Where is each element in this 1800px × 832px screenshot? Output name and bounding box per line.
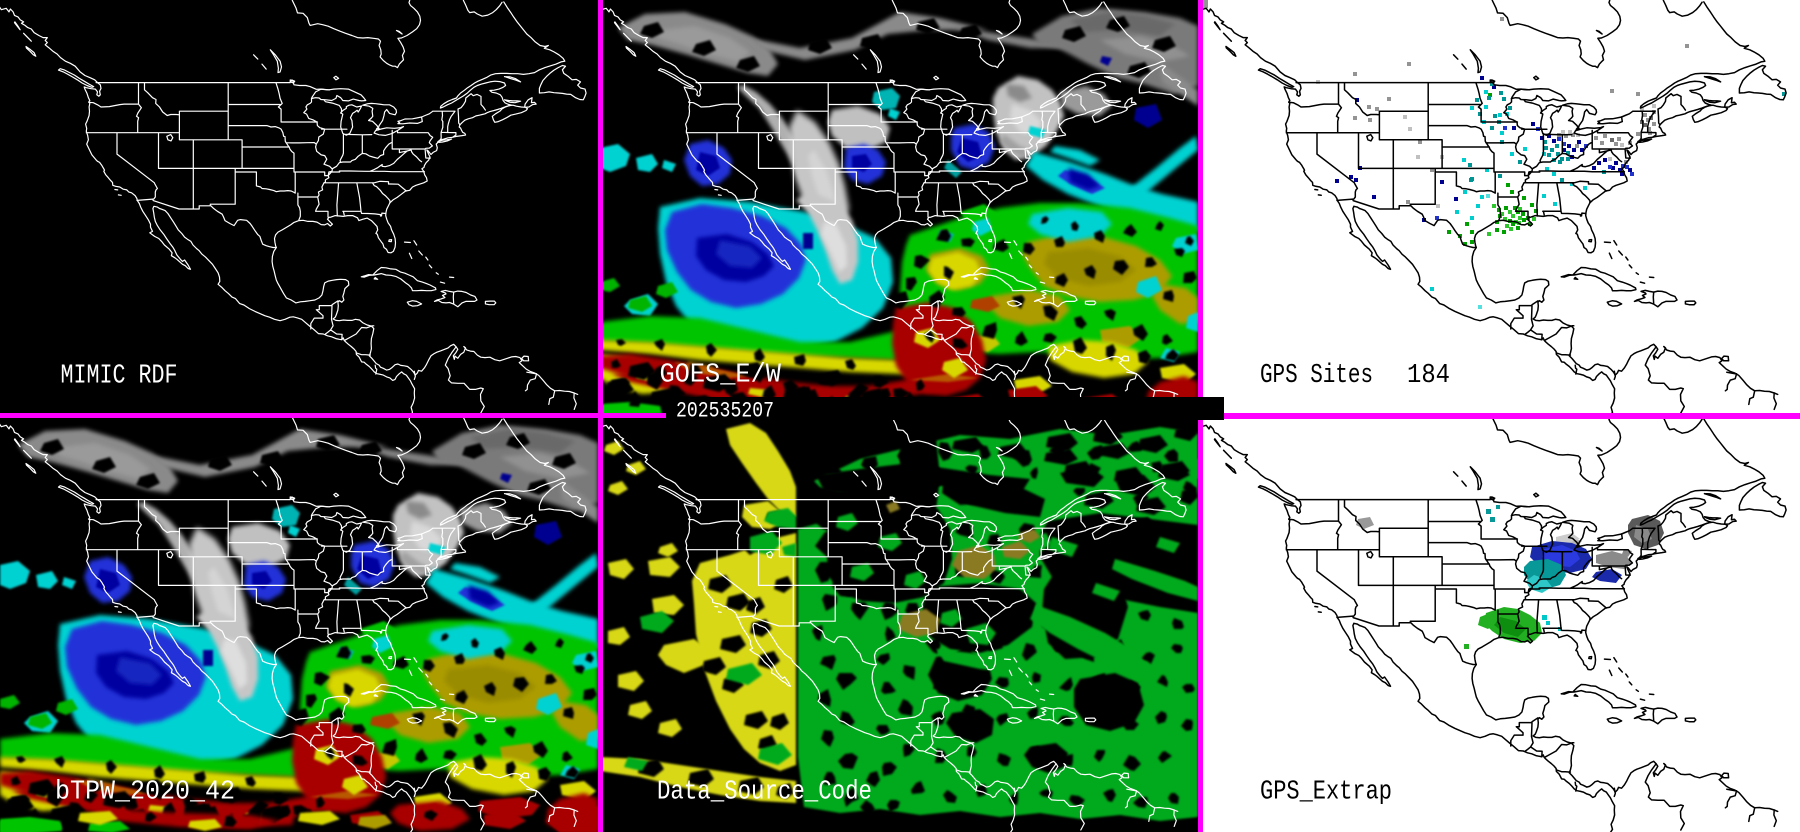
svg-text:GOES_E/W: GOES_E/W [660, 360, 782, 390]
svg-text:GPS_Extrap: GPS_Extrap [1260, 777, 1392, 807]
svg-text:Data_Source_Code: Data_Source_Code [657, 777, 872, 807]
svg-text:bTPW_2020_42: bTPW_2020_42 [55, 777, 235, 807]
svg-text:184: 184 [1407, 360, 1450, 390]
svg-text:202535207: 202535207 [676, 399, 774, 424]
svg-text:GPS Sites: GPS Sites [1260, 360, 1373, 390]
svg-text:MIMIC RDF: MIMIC RDF [61, 360, 178, 390]
